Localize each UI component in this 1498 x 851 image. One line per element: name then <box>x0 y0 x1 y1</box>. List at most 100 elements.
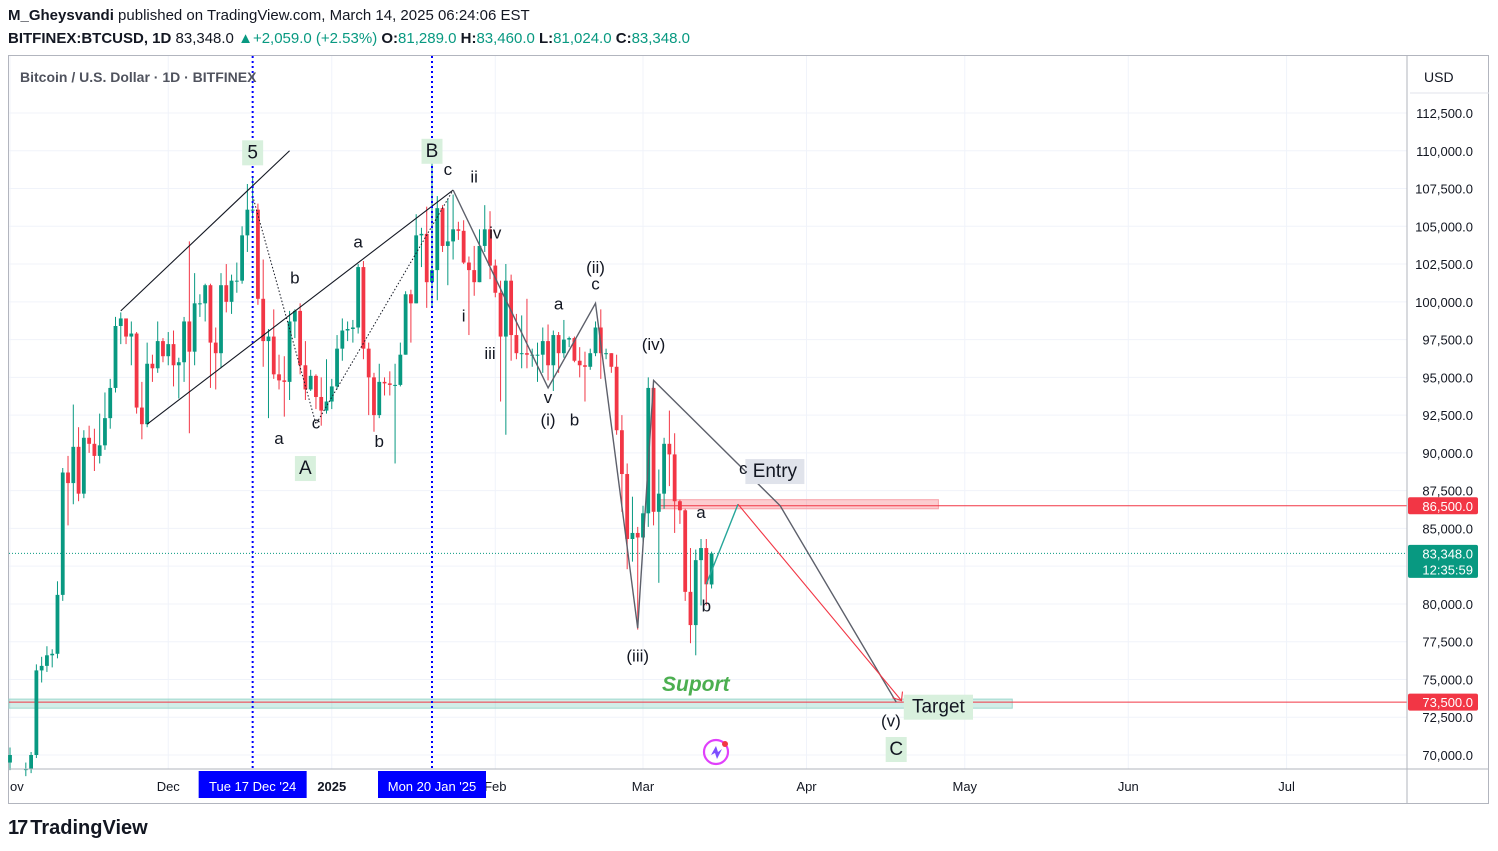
candle-body <box>467 262 471 271</box>
candles <box>8 158 714 777</box>
candle-body <box>567 338 572 340</box>
candle <box>187 241 192 434</box>
symbol: BITFINEX:BTCUSD, 1D <box>8 30 172 47</box>
candle-body <box>124 318 128 337</box>
candle <box>198 294 202 317</box>
candle <box>409 289 413 343</box>
candle <box>387 371 392 396</box>
candle <box>303 341 308 401</box>
candle-body <box>635 532 640 538</box>
currency-label[interactable]: USD <box>1424 69 1454 85</box>
candle-body <box>213 342 218 354</box>
candle-body <box>92 443 97 456</box>
candle <box>29 751 33 774</box>
candle-body <box>546 341 550 366</box>
candle <box>97 413 102 464</box>
wave-label: iv <box>489 223 502 242</box>
time-tick-label: Jun <box>1118 779 1139 794</box>
candle-body <box>683 510 688 592</box>
tradingview-logo[interactable]: 17 TradingView <box>8 817 148 840</box>
candle-body <box>182 321 186 363</box>
candle <box>403 291 408 355</box>
candle-body <box>498 292 503 337</box>
candle <box>519 315 524 369</box>
tradingview-mark-icon: 17 <box>8 817 28 839</box>
candle <box>535 342 540 382</box>
candle-body <box>509 280 514 336</box>
chart-frame <box>8 55 1489 804</box>
candle-body <box>641 513 645 538</box>
time-tick-label: Feb <box>484 779 506 794</box>
candle-body <box>461 230 466 263</box>
candle-body <box>503 280 508 337</box>
candle-body <box>488 229 492 266</box>
price-tick-label: 95,000.0 <box>1422 370 1473 385</box>
time-tick-label: May <box>952 779 977 794</box>
candle <box>435 196 440 301</box>
candle <box>250 176 255 222</box>
wave-label: b <box>570 411 579 430</box>
support-zone <box>8 698 1013 709</box>
candle <box>467 256 471 336</box>
wave-label: Target <box>912 697 966 718</box>
candle <box>540 327 545 373</box>
wave-label: c <box>312 414 321 433</box>
candle-body <box>540 341 545 355</box>
candle <box>145 342 150 428</box>
candle-body <box>440 208 445 246</box>
candle-body <box>208 285 213 343</box>
candle-body <box>166 344 171 357</box>
candle <box>176 357 181 399</box>
wave-label: c <box>444 160 453 179</box>
candle-body <box>340 330 345 349</box>
candle <box>329 378 334 410</box>
candle <box>414 214 419 304</box>
candle-body <box>266 336 271 342</box>
candle <box>224 264 229 313</box>
candle-body <box>8 755 12 763</box>
candle <box>171 330 176 387</box>
candle <box>693 549 698 656</box>
wave-label-box <box>885 737 907 762</box>
wave-path-red-arrow <box>737 503 902 701</box>
candle-body <box>366 348 371 378</box>
wave-path-solid <box>452 189 897 703</box>
wave-label: b <box>290 269 299 288</box>
channel-line <box>146 189 454 425</box>
price-change: +2,059.0 (+2.53%) <box>252 30 378 47</box>
candle <box>139 381 144 440</box>
candle <box>308 369 313 391</box>
candle <box>245 183 250 252</box>
candle <box>393 363 397 464</box>
candle-body <box>113 325 118 388</box>
candle-body <box>292 310 297 322</box>
price-tag: 83,348.012:35:59 <box>1408 544 1478 578</box>
candle-body <box>672 454 677 502</box>
candle-body <box>456 229 461 231</box>
candle <box>45 646 49 672</box>
channel-line <box>120 150 290 312</box>
time-marker-bg <box>378 771 486 798</box>
sparkle-icon[interactable] <box>702 738 730 766</box>
candle-body <box>699 548 703 561</box>
candle <box>50 649 55 668</box>
candle-body <box>81 437 86 494</box>
candle <box>271 309 276 379</box>
wave-path-teal <box>705 503 739 585</box>
candle-body <box>224 285 229 302</box>
low-label: L: <box>539 30 554 47</box>
author-name[interactable]: M_Gheysvandi <box>8 7 114 24</box>
candle <box>356 264 361 334</box>
last-price: 83,348.0 <box>175 30 234 47</box>
candle-body <box>45 655 49 666</box>
candle-body <box>593 327 598 354</box>
candle <box>108 378 113 429</box>
candle-body <box>29 755 33 769</box>
time-tick-label: ov <box>10 779 24 794</box>
candle <box>155 321 160 373</box>
candle <box>614 354 619 435</box>
candle <box>583 351 587 402</box>
time-marker-tag: Mon 20 Jan '25 <box>378 771 486 798</box>
